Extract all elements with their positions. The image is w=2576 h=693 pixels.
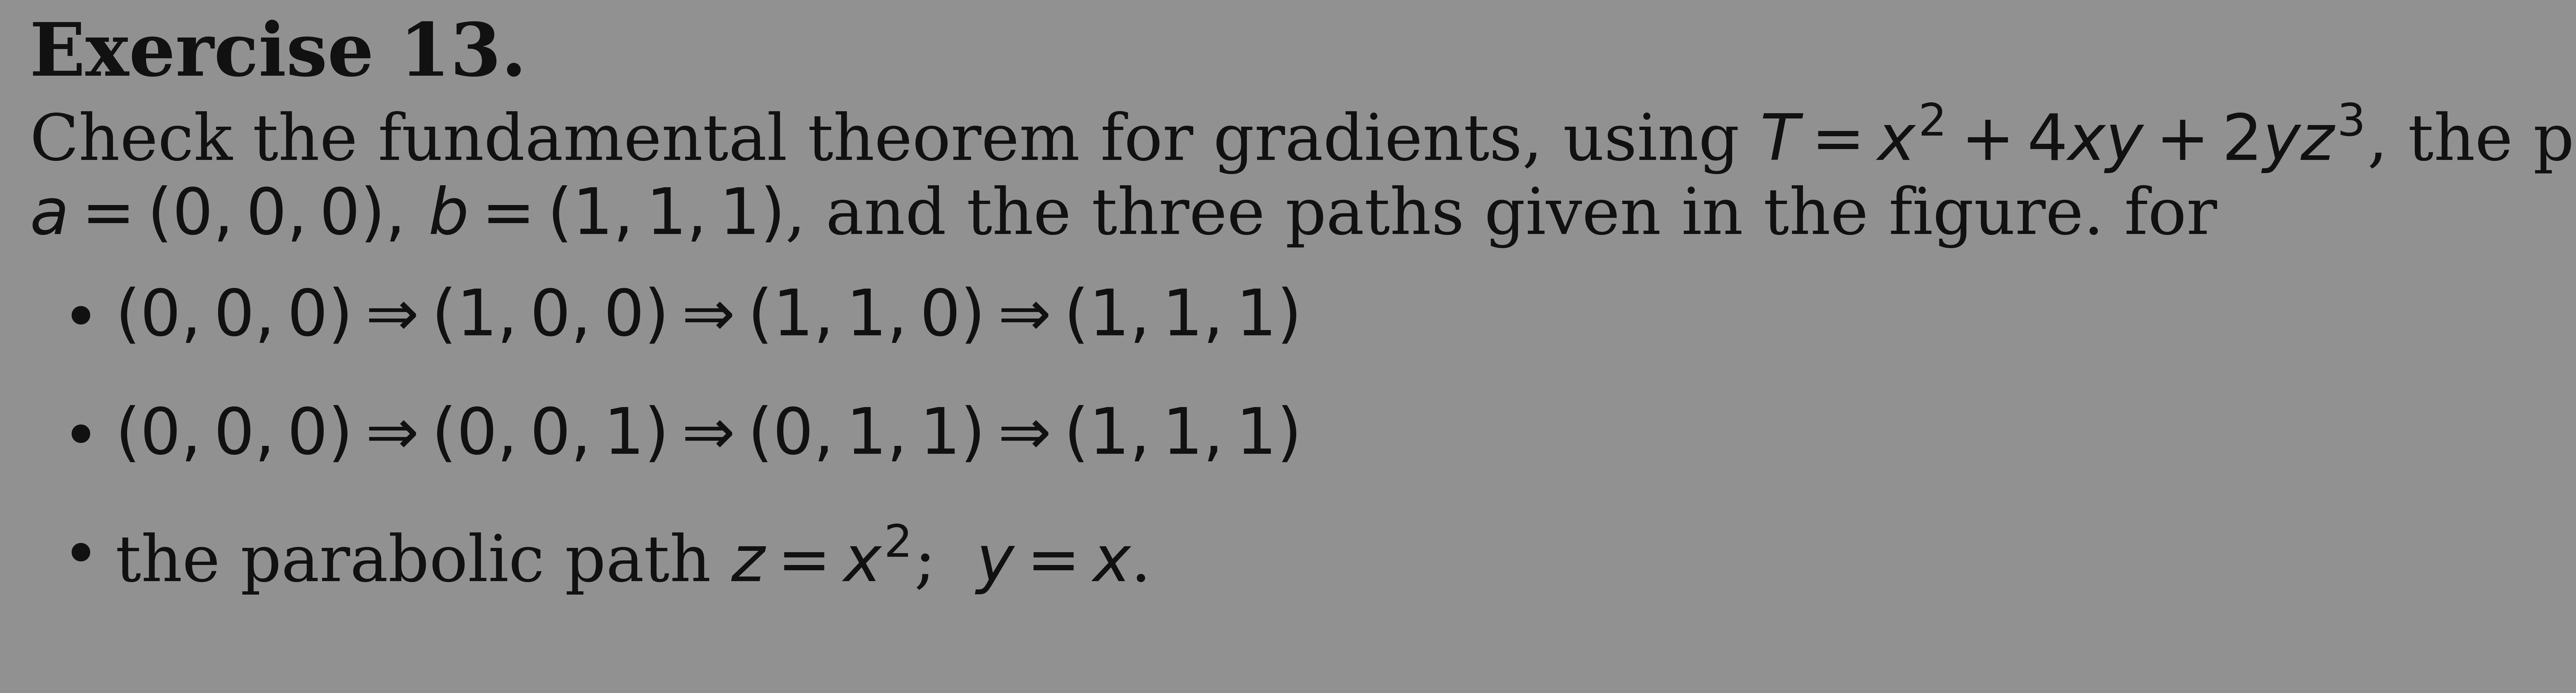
Text: $(0,0,0) \Rightarrow (0,0,1) \Rightarrow (0,1,1) \Rightarrow (1,1,1)$: $(0,0,0) \Rightarrow (0,0,1) \Rightarrow…: [116, 405, 1296, 467]
Text: Exercise 13.: Exercise 13.: [28, 19, 526, 91]
Text: $\bullet$: $\bullet$: [62, 286, 90, 349]
Text: $(0,0,0) \Rightarrow (1,0,0) \Rightarrow (1,1,0) \Rightarrow (1,1,1)$: $(0,0,0) \Rightarrow (1,0,0) \Rightarrow…: [116, 286, 1296, 349]
Text: $\bullet$: $\bullet$: [62, 523, 90, 586]
Text: the parabolic path $z = x^2$;  $y = x$.: the parabolic path $z = x^2$; $y = x$.: [116, 523, 1146, 596]
Text: Check the fundamental theorem for gradients, using $T = x^2 + 4xy + 2yz^3$, the : Check the fundamental theorem for gradie…: [28, 102, 2576, 175]
Text: $\bullet$: $\bullet$: [62, 405, 90, 467]
Text: $a = (0,0,0),\, b = (1,1,1)$, and the three paths given in the figure. for: $a = (0,0,0),\, b = (1,1,1)$, and the th…: [28, 184, 2218, 249]
